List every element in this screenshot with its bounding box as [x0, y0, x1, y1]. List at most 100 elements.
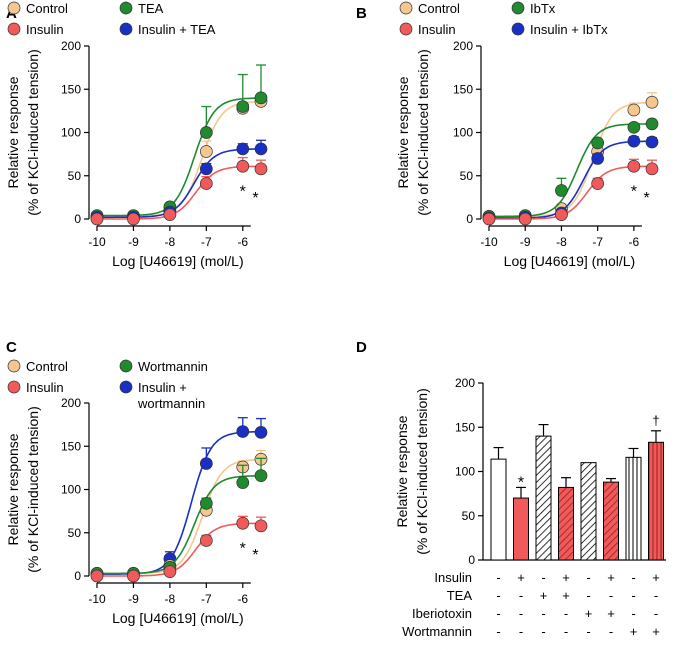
significance-marker: *	[252, 547, 258, 564]
y-tick-label: 50	[68, 169, 82, 183]
y-tick-label: 50	[460, 169, 474, 183]
x-tick-label: -9	[128, 235, 139, 249]
data-point-treat	[254, 91, 268, 105]
condition-mark: +	[630, 624, 638, 639]
x-tick-label: -8	[165, 592, 176, 606]
data-point-treat	[645, 117, 659, 131]
significance-marker: *	[240, 184, 246, 201]
data-point-combo	[254, 142, 268, 156]
condition-mark: -	[586, 624, 590, 639]
significance-marker: *	[252, 190, 258, 207]
legend-marker-control	[399, 1, 413, 15]
x-tick-label: -8	[556, 235, 567, 249]
legend-marker-insulin	[399, 22, 413, 36]
data-point-insulin	[482, 212, 496, 226]
bar	[625, 456, 642, 561]
condition-mark: -	[541, 624, 545, 639]
condition-mark: -	[541, 606, 545, 621]
data-point-insulin	[627, 159, 641, 173]
condition-mark: -	[519, 606, 523, 621]
condition-mark: -	[631, 606, 635, 621]
data-point-insulin	[90, 569, 104, 583]
data-point-treat	[254, 469, 268, 483]
legend-label: TEA	[138, 1, 164, 16]
fit-curve-insulin	[97, 522, 261, 577]
y-axis-title: Relative response	[395, 76, 411, 188]
legend-label: Control	[26, 1, 68, 16]
x-tick-label: -7	[592, 235, 603, 249]
data-point-combo	[236, 142, 250, 156]
x-tick-label: -6	[237, 592, 248, 606]
condition-mark: -	[654, 588, 658, 603]
legend-marker-treat	[511, 1, 525, 15]
data-point-insulin	[254, 162, 268, 176]
condition-label: Wortmannin	[402, 624, 472, 639]
legend-label: IbTx	[530, 1, 556, 16]
y-tick-label: 100	[61, 126, 81, 140]
data-point-insulin	[163, 565, 177, 579]
condition-mark: -	[519, 588, 523, 603]
x-axis-title: Log [U46619] (mol/L)	[112, 610, 244, 626]
bar	[535, 435, 552, 561]
fit-curve-treat	[97, 97, 262, 217]
condition-label: Insulin	[434, 570, 472, 585]
data-point-control	[199, 145, 213, 158]
data-point-combo	[254, 426, 268, 439]
condition-mark: -	[564, 624, 568, 639]
condition-mark: +	[562, 570, 570, 585]
data-point-combo	[236, 425, 250, 438]
condition-mark: -	[496, 606, 500, 621]
panel-c-chart: 0 50 100 150 200 -10 -9 -8 -7 -6 Log [U46619] (mol…	[5, 359, 268, 626]
legend-marker-control	[7, 1, 21, 15]
y-tick-label: 50	[462, 509, 476, 523]
fit-curve-combo	[489, 140, 652, 219]
condition-mark: -	[631, 588, 635, 603]
y-tick-label: 0	[74, 212, 81, 226]
fit-curve-treat	[489, 123, 652, 218]
data-point-control	[645, 95, 659, 109]
y-axis-subtitle: (% of KCl-induced tension)	[415, 49, 431, 216]
x-tick-label: -7	[201, 592, 212, 606]
y-axis-subtitle: (% of KCl-induced tension)	[25, 49, 41, 216]
data-point-treat	[199, 126, 213, 139]
legend-label: wortmannin	[137, 396, 205, 411]
condition-mark: +	[517, 570, 525, 585]
fit-curve-insulin	[489, 165, 652, 220]
condition-mark: +	[607, 606, 615, 621]
x-tick-label: -9	[128, 592, 139, 606]
legend-label: Control	[26, 359, 68, 374]
legend-marker-control	[7, 359, 21, 373]
data-point-treat	[236, 100, 250, 113]
fit-curve-control	[489, 101, 653, 218]
y-tick-label: 0	[466, 212, 473, 226]
x-tick-label: -10	[480, 235, 498, 249]
data-point-insulin	[236, 516, 250, 530]
condition-mark: -	[609, 588, 613, 603]
data-point-insulin	[199, 534, 213, 547]
legend-marker-insulin	[7, 380, 21, 394]
legend-label: Insulin + IbTx	[530, 22, 608, 37]
fit-curve-treat	[97, 475, 261, 575]
panel-label-c: C	[6, 339, 17, 356]
data-point-treat	[555, 184, 568, 197]
fit-curve-insulin	[97, 165, 261, 220]
condition-mark: +	[652, 570, 660, 585]
condition-mark: -	[519, 624, 523, 639]
legend-marker-combo	[119, 22, 133, 36]
data-point-insulin	[518, 212, 532, 226]
legend-label: Control	[418, 1, 460, 16]
panel-label-b: B	[356, 5, 367, 22]
y-tick-label: 100	[61, 483, 81, 497]
data-point-insulin	[591, 177, 605, 190]
data-point-insulin	[254, 519, 268, 533]
legend-label: Insulin + TEA	[138, 22, 216, 37]
condition-label: Iberiotoxin	[412, 606, 472, 621]
y-tick-label: 0	[74, 569, 81, 583]
data-point-insulin	[645, 162, 659, 176]
condition-mark: -	[586, 588, 590, 603]
data-point-combo	[199, 457, 213, 470]
y-axis-title: Relative response	[5, 76, 21, 188]
data-point-combo	[199, 162, 213, 176]
condition-label: TEA	[447, 588, 473, 603]
